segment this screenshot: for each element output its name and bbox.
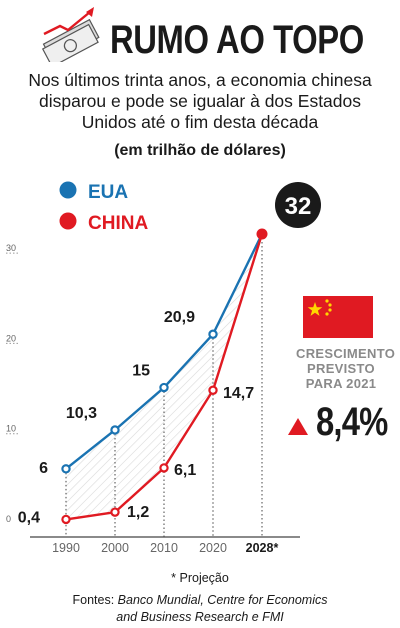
subtitle-line: Nos últimos trinta anos, a economia chin… bbox=[28, 70, 372, 90]
x-tick-label: 2000 bbox=[101, 541, 129, 555]
legend-marker-eua bbox=[59, 181, 77, 199]
unit-label: (em trilhão de dólares) bbox=[114, 142, 286, 159]
data-label-china: 1,2 bbox=[127, 504, 149, 521]
legend: EUA CHINA bbox=[59, 181, 148, 234]
end-value-label: 32 bbox=[285, 193, 312, 220]
data-point-china bbox=[110, 507, 120, 517]
gap-area bbox=[66, 234, 262, 520]
x-tick-label: 1990 bbox=[52, 541, 80, 555]
sources-line: Fontes: Banco Mundial, Centre for Econom… bbox=[0, 592, 400, 609]
data-label-eua: 10,3 bbox=[66, 405, 97, 422]
sources-line: and Business Research e FMI bbox=[0, 609, 400, 626]
data-point-eua bbox=[208, 329, 218, 339]
x-tick-label: 2020 bbox=[199, 541, 227, 555]
data-point-eua bbox=[110, 425, 120, 435]
legend-label-eua: EUA bbox=[88, 182, 128, 203]
data-label-eua: 15 bbox=[132, 363, 150, 380]
x-tick-label: 2010 bbox=[150, 541, 178, 555]
legend-marker-china bbox=[59, 212, 77, 230]
y-tick-label: 20 bbox=[6, 333, 16, 343]
banknote-rising-arrow-icon bbox=[41, 7, 100, 62]
data-point-china bbox=[159, 463, 169, 473]
subtitle: Nos últimos trinta anos, a economia chin… bbox=[0, 70, 400, 133]
y-tick-label: 10 bbox=[6, 424, 16, 434]
subtitle-line: disparou e pode se igualar à dos Estados bbox=[38, 91, 362, 111]
sources-prefix: Fontes: bbox=[72, 593, 118, 607]
end-value-bubble bbox=[275, 182, 321, 228]
data-point-eua bbox=[61, 464, 71, 474]
china-flag-icon bbox=[303, 296, 373, 338]
y-tick-label: 0 bbox=[6, 514, 11, 524]
page-title: RUMO AO TOPO bbox=[110, 18, 364, 62]
data-label-eua: 20,9 bbox=[164, 309, 195, 326]
data-label-eua: 6 bbox=[39, 460, 48, 477]
growth-value: 8,4% bbox=[316, 400, 388, 444]
data-point-china bbox=[208, 385, 218, 395]
sources-text: and Business Research e FMI bbox=[116, 610, 284, 624]
growth-label-line: CRESCIMENTO bbox=[296, 346, 396, 361]
up-triangle-icon bbox=[288, 418, 308, 435]
data-point-end bbox=[256, 228, 268, 240]
sources-text: Banco Mundial, Centre for Economics bbox=[117, 593, 328, 607]
projection-note: * Projeção bbox=[171, 571, 229, 585]
x-tick-label: 2028* bbox=[246, 541, 279, 555]
legend-label-china: CHINA bbox=[88, 213, 148, 234]
growth-label-line: PREVISTO bbox=[307, 361, 375, 376]
data-point-eua bbox=[159, 382, 169, 393]
y-tick-label: 30 bbox=[6, 243, 16, 253]
data-label-china: 14,7 bbox=[223, 385, 254, 402]
sources: Fontes: Banco Mundial, Centre for Econom… bbox=[0, 592, 400, 626]
data-label-china: 0,4 bbox=[18, 509, 40, 526]
growth-label-line: PARA 2021 bbox=[305, 376, 377, 391]
data-point-china bbox=[61, 514, 71, 525]
subtitle-line: Unidos até o fim desta década bbox=[81, 112, 319, 132]
data-label-china: 6,1 bbox=[174, 462, 196, 479]
growth-label: CRESCIMENTO PREVISTO PARA 2021 bbox=[296, 346, 396, 391]
